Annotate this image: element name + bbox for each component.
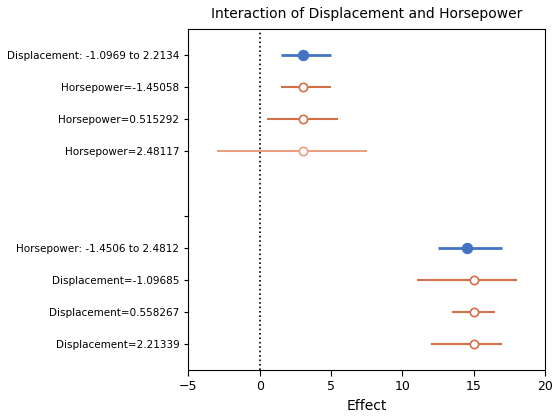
Title: Interaction of Displacement and Horsepower: Interaction of Displacement and Horsepow… xyxy=(211,7,522,21)
X-axis label: Effect: Effect xyxy=(347,399,387,413)
